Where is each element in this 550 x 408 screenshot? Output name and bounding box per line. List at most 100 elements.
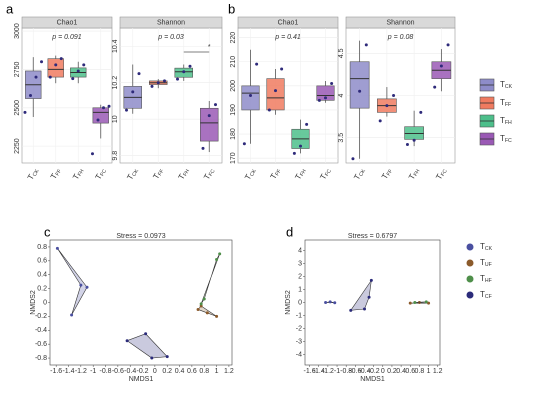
label-main: T	[269, 172, 279, 181]
point	[156, 81, 160, 85]
point	[324, 301, 328, 304]
x-tick-label: -0.4	[358, 368, 370, 375]
label-sub: CF	[485, 294, 492, 300]
point	[176, 77, 180, 81]
label-main: T	[125, 173, 135, 182]
point	[125, 339, 129, 343]
x-tick-label: -1.6	[50, 368, 62, 375]
x-tick-label: 0	[153, 368, 157, 375]
y-tick-label: 2750	[14, 62, 21, 78]
box	[349, 61, 370, 109]
y-tick-label: 2500	[14, 100, 21, 116]
label-sub: FH	[77, 168, 86, 177]
point	[196, 307, 200, 311]
y-tick-label: 210	[230, 56, 237, 68]
box	[92, 107, 109, 124]
label-sub: UF	[485, 262, 492, 268]
annotation: p = 0.41	[274, 34, 301, 41]
y-tick-label: 190	[230, 104, 237, 116]
point	[408, 301, 412, 305]
point	[292, 151, 296, 155]
x-tick-label: -1	[90, 368, 96, 375]
facet-strip	[119, 16, 223, 29]
hull	[57, 248, 88, 316]
label-sub: CK	[358, 168, 367, 178]
y-tick-label: 200	[230, 80, 237, 92]
point	[328, 300, 332, 304]
point	[79, 283, 83, 287]
label-main: T	[500, 134, 505, 143]
label-sub: FH	[299, 168, 308, 177]
point	[165, 355, 169, 359]
point	[162, 79, 166, 83]
point	[107, 104, 111, 108]
y-tick-label: -0.6	[35, 341, 47, 348]
point	[102, 106, 106, 110]
label-main: T	[49, 172, 59, 181]
label: TCK	[243, 166, 258, 182]
label-main: T	[480, 274, 485, 283]
y-tick-label: 0.2	[37, 285, 47, 292]
label-main: T	[500, 80, 505, 89]
point	[125, 108, 129, 112]
y-axis-label: NMDS2	[30, 290, 37, 315]
label-sub: FC	[324, 168, 333, 177]
label: TFH	[500, 116, 512, 126]
panel-label: a	[6, 1, 14, 16]
label-sub: FF	[505, 102, 511, 108]
label: TFC	[500, 134, 512, 144]
y-tick-label: 10	[112, 115, 119, 123]
point	[71, 77, 75, 81]
x-tick-label: 1.2	[433, 368, 443, 375]
point	[358, 89, 362, 93]
point	[85, 285, 89, 289]
label-sub: CK	[32, 168, 41, 178]
point	[34, 75, 38, 79]
point	[182, 70, 186, 74]
point	[242, 142, 246, 146]
y-tick-label: 3	[298, 260, 302, 267]
point	[413, 301, 417, 304]
x-axis-label: NMDS1	[360, 376, 385, 383]
point	[215, 257, 219, 261]
point	[199, 302, 203, 306]
y-tick-label: 0.8	[37, 244, 47, 251]
label: TFC	[434, 166, 449, 182]
label-sub: FC	[208, 168, 217, 177]
x-tick-label: 0.6	[405, 368, 415, 375]
point	[299, 144, 302, 148]
point	[351, 157, 355, 161]
annotation: Stress = 0.6797	[348, 233, 397, 240]
x-tick-label: -1	[334, 368, 340, 375]
point	[144, 332, 148, 336]
facet-strip	[345, 16, 456, 29]
label: THF	[480, 274, 492, 284]
x-tick-label: 0.2	[387, 368, 397, 375]
label-main: T	[71, 172, 81, 181]
label-main: T	[434, 172, 444, 181]
x-tick-label: -0.2	[368, 368, 380, 375]
x-tick-label: 1	[215, 368, 219, 375]
point	[446, 43, 450, 47]
label-main: T	[202, 172, 212, 181]
point	[274, 89, 277, 93]
x-tick-label: 1.2	[224, 368, 234, 375]
point	[378, 119, 382, 123]
legend-marker	[466, 259, 474, 267]
panel-label: d	[286, 224, 293, 239]
point	[439, 64, 443, 68]
y-tick-label: 0	[298, 299, 302, 306]
label-sub: FC	[440, 168, 449, 177]
point	[76, 69, 80, 73]
label-main: T	[500, 98, 505, 107]
y-tick-label: 2	[298, 273, 302, 280]
label-sub: FF	[55, 169, 63, 177]
y-tick-label: 3.5	[338, 133, 345, 143]
y-tick-label: 2250	[14, 138, 21, 154]
label-main: T	[243, 173, 253, 182]
y-tick-label: 220	[230, 32, 237, 44]
x-tick-label: 0.8	[415, 368, 425, 375]
point	[150, 356, 154, 360]
x-tick-label: -1.6	[304, 368, 316, 375]
